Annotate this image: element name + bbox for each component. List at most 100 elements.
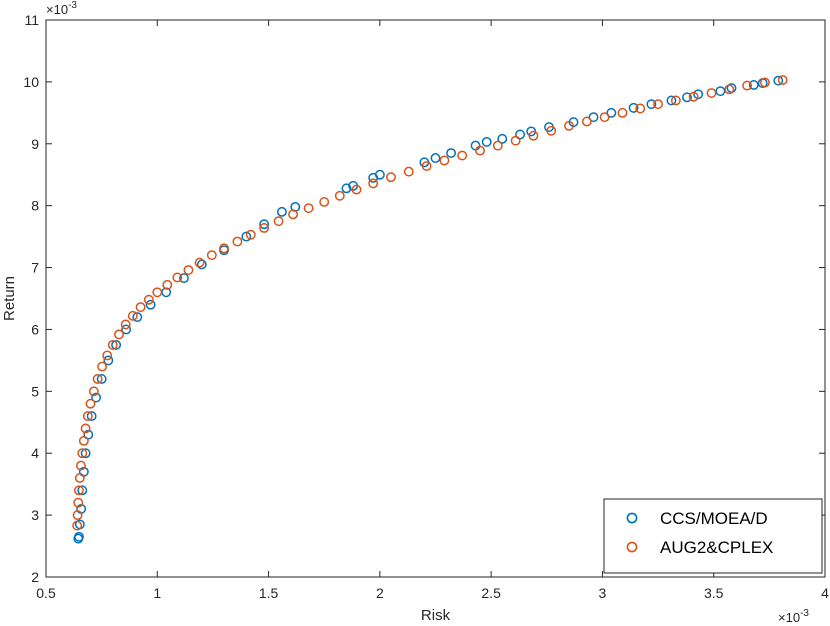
data-point [145, 299, 156, 310]
data-point [599, 112, 610, 123]
data-point [132, 312, 143, 323]
data-point [73, 531, 84, 542]
legend-marker [626, 541, 638, 553]
data-point [706, 88, 717, 98]
data-point [120, 319, 131, 330]
data-point [259, 219, 270, 230]
data-point [303, 203, 314, 214]
data-point [492, 140, 503, 151]
data-point [103, 355, 114, 366]
data-point [74, 473, 85, 483]
data-point [219, 243, 230, 254]
data-point [564, 120, 574, 131]
data-point [510, 135, 521, 146]
data-point [88, 386, 99, 397]
data-point [80, 423, 91, 434]
data-point [606, 107, 617, 118]
data-point [341, 183, 352, 194]
y-axis-label: Return [1, 276, 18, 321]
data-point [646, 99, 657, 110]
data-point [143, 294, 154, 305]
data-point [273, 216, 284, 227]
x-tick-label: 1 [153, 585, 161, 601]
data-point [72, 510, 83, 521]
data-point [206, 250, 217, 261]
data-point [135, 302, 146, 313]
y-tick-label: 9 [31, 136, 39, 152]
data-point [628, 102, 639, 113]
data-marks [72, 75, 788, 544]
data-point [481, 136, 492, 147]
data-point [670, 95, 681, 106]
data-point [742, 80, 753, 91]
plot-area-frame [45, 19, 826, 578]
y-tick-label: 4 [31, 445, 39, 461]
data-point [748, 80, 759, 90]
legend-box [603, 498, 823, 574]
data-point [653, 99, 664, 110]
data-point [92, 374, 103, 384]
data-point [635, 103, 646, 114]
data-point [334, 190, 345, 201]
data-point [127, 310, 138, 321]
x-tick-label: 3.5 [704, 585, 724, 601]
data-point [368, 178, 379, 189]
data-point [715, 86, 726, 97]
data-point [688, 91, 699, 102]
data-point [162, 279, 173, 290]
data-point [183, 265, 194, 275]
data-point [72, 520, 83, 531]
data-point [85, 398, 96, 409]
x-tick-label: 2.5 [481, 585, 501, 601]
data-point [96, 374, 107, 384]
data-point [666, 95, 677, 106]
data-point [439, 155, 450, 166]
y-tick-label: 7 [31, 260, 39, 276]
y-tick-label: 6 [31, 321, 39, 337]
x-tick-label: 3 [599, 585, 607, 601]
data-point [245, 229, 256, 240]
data-point [179, 273, 189, 284]
data-point [78, 435, 89, 446]
data-point [86, 411, 97, 422]
data-point [528, 130, 539, 141]
data-point [682, 92, 692, 103]
x-tick-label: 1.5 [259, 585, 279, 601]
y-tick-label: 8 [31, 198, 39, 214]
y-tick-label: 5 [31, 383, 39, 399]
data-point [351, 184, 362, 195]
data-point [777, 75, 788, 85]
data-point [759, 77, 770, 88]
data-point [581, 116, 592, 127]
legend-label: CCS/MOEA/D [660, 509, 768, 528]
y-tick-label: 3 [31, 507, 39, 523]
data-point [457, 150, 468, 161]
data-point [152, 287, 163, 298]
x-axis-exponent-label: ×10-3 [778, 608, 809, 625]
data-point [403, 166, 414, 177]
data-point [91, 392, 102, 403]
legend-label: AUG2&CPLEX [660, 538, 773, 557]
data-point [77, 485, 88, 496]
data-point [421, 161, 432, 172]
data-point [73, 497, 84, 508]
legend-marker [626, 512, 638, 524]
data-point [102, 350, 113, 361]
data-point [73, 485, 84, 496]
data-point [288, 209, 299, 220]
data-point [773, 75, 784, 86]
data-point [194, 257, 205, 268]
data-point [196, 259, 207, 270]
data-point [588, 112, 599, 123]
data-point [107, 339, 118, 350]
data-point [172, 272, 183, 283]
series-1 [73, 75, 784, 544]
axis-ticks: 0.5 1 1.5 2 2.5 3 3.5 4 2 3 4 5 6 7 8 9 10 11 [23, 12, 829, 601]
legend: CCS/MOEA/D AUG2&CPLEX [603, 498, 823, 574]
data-point [617, 107, 628, 118]
x-tick-label: 2 [376, 585, 384, 601]
y-tick-label: 10 [23, 74, 39, 90]
data-point [114, 329, 124, 340]
data-point [446, 148, 457, 159]
series-2 [72, 75, 788, 531]
